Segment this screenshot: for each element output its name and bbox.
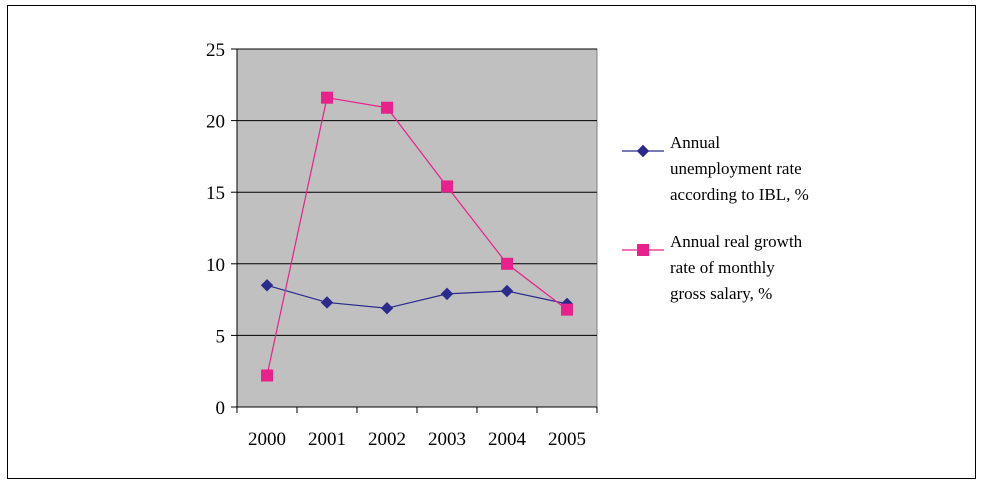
legend-label: Annual [670,133,720,152]
data-point [321,91,333,104]
x-tick-label: 2003 [428,429,466,450]
x-tick-label: 2002 [368,429,406,450]
data-point [501,257,513,270]
y-tick-label: 10 [206,255,225,276]
data-point [260,279,274,292]
series-line [266,97,568,376]
y-tick-label: 0 [216,398,226,419]
series-layer [260,91,574,382]
y-tick-labels: 0 5 10 15 20 25 [206,40,225,419]
data-point [440,287,454,301]
y-tick-label: 25 [206,40,225,61]
data-point [381,101,393,114]
data-point [380,301,394,315]
y-tick-label: 15 [206,183,225,204]
data-point [320,296,334,309]
x-tick-label: 2004 [488,429,527,450]
data-point [561,303,573,316]
legend-entry-1: Annual unemployment rate according to IBL,… [622,133,809,204]
plot-area [236,48,598,408]
x-tick-label: 2001 [308,429,346,450]
axes [236,49,598,413]
legend: Annual unemployment rate according to IBL,… [622,133,809,303]
legend-label: unemployment rate [670,159,802,178]
y-tick-label: 20 [206,112,225,133]
x-tick-label: 2005 [548,429,586,450]
legend-label: according to IBL, % [670,185,809,204]
data-point [441,180,453,193]
legend-label: rate of monthly [670,258,775,277]
series-2 [261,91,573,382]
legend-label: Annual real growth [670,232,803,251]
legend-marker [637,244,649,256]
gridlines [231,48,597,408]
data-point [500,284,514,298]
y-tick-label: 5 [216,326,226,347]
legend-marker [636,144,650,158]
legend-entry-2: Annual real growth rate of monthly gross s… [622,232,803,303]
data-point [261,369,273,382]
x-tick-labels: 2000 2001 2002 2003 2004 2005 [248,429,586,450]
x-tick-label: 2000 [248,429,286,450]
legend-label: gross salary, % [670,284,772,303]
series-line [266,284,568,309]
